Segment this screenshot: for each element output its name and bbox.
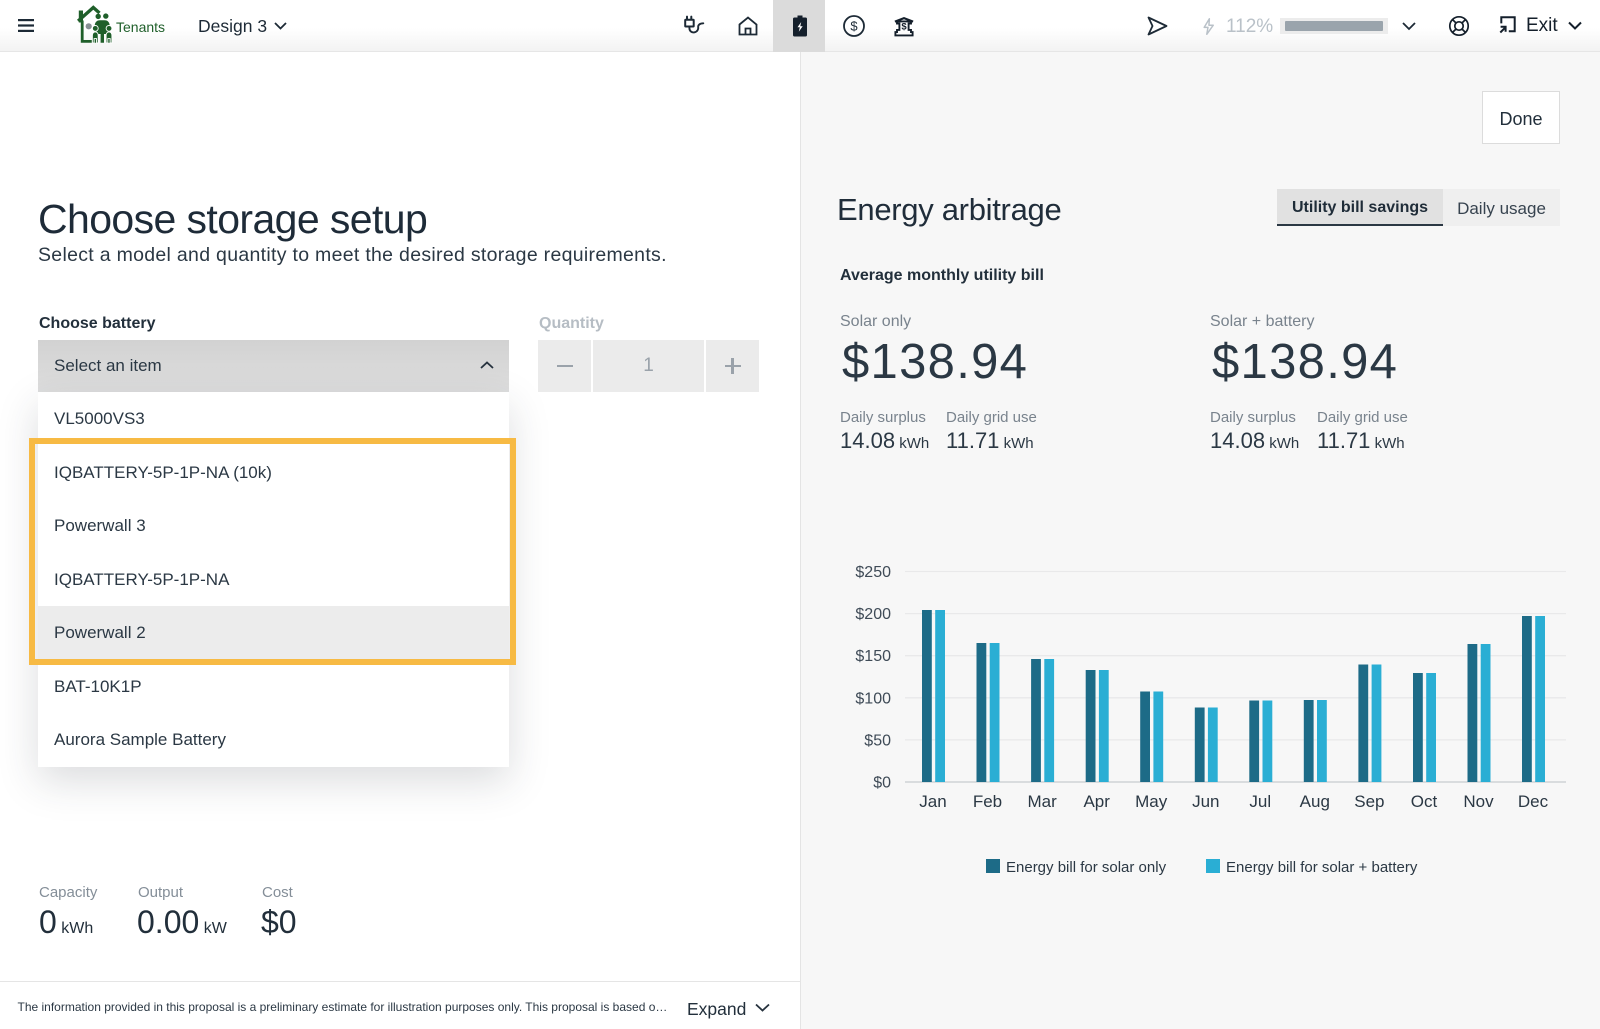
svg-text:Oct: Oct (1411, 792, 1438, 811)
svg-text:Dec: Dec (1518, 792, 1549, 811)
svg-text:$50: $50 (864, 732, 891, 749)
svg-text:May: May (1135, 792, 1168, 811)
svg-text:$: $ (850, 19, 858, 34)
svg-text:$100: $100 (855, 690, 891, 707)
svg-text:Jul: Jul (1249, 792, 1271, 811)
svg-text:Apr: Apr (1083, 792, 1110, 811)
svg-text:Mar: Mar (1027, 792, 1057, 811)
svg-text:$0: $0 (873, 775, 891, 792)
svg-text:Nov: Nov (1463, 792, 1494, 811)
svg-text:Feb: Feb (973, 792, 1002, 811)
svg-text:Sep: Sep (1354, 792, 1384, 811)
svg-text:$150: $150 (855, 648, 891, 665)
svg-text:$: $ (901, 21, 907, 32)
svg-text:Aug: Aug (1300, 792, 1330, 811)
svg-text:Jan: Jan (919, 792, 946, 811)
svg-text:$250: $250 (855, 564, 891, 581)
svg-text:$200: $200 (855, 606, 891, 623)
svg-text:Jun: Jun (1192, 792, 1219, 811)
